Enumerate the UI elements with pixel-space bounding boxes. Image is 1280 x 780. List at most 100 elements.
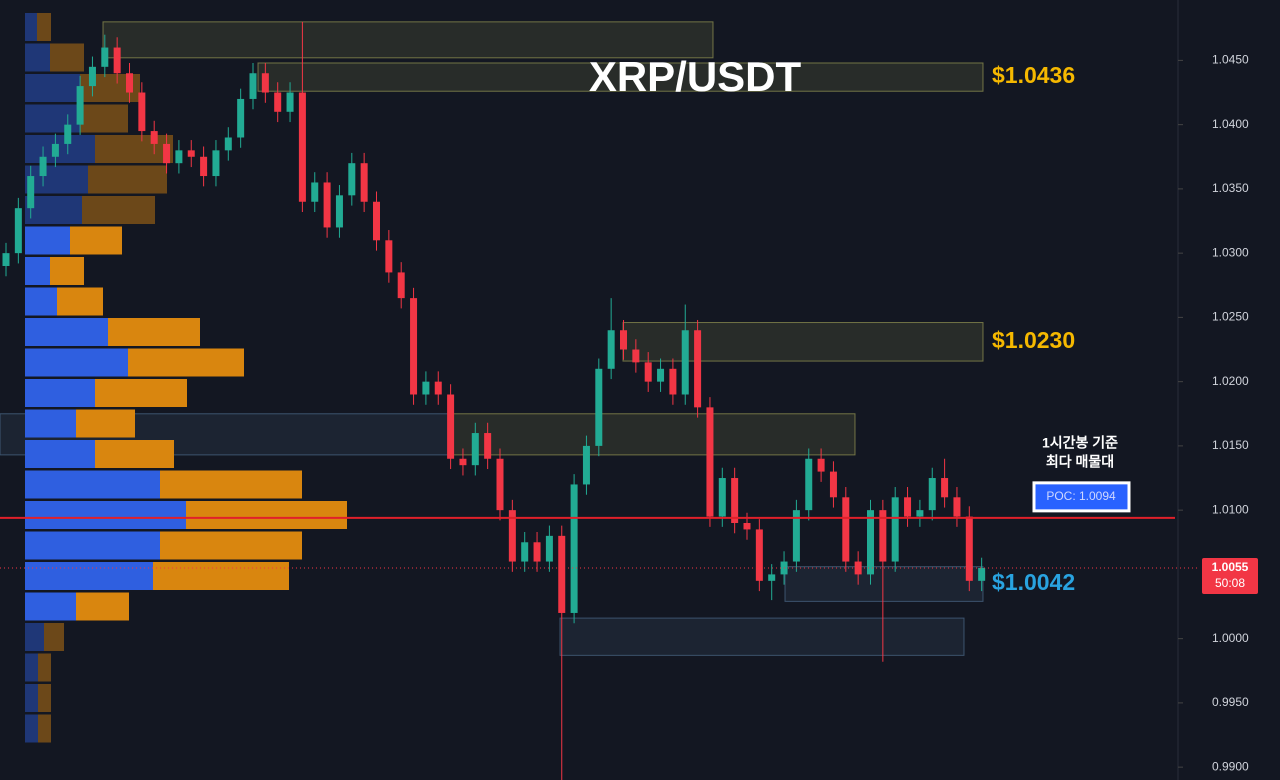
profile-up	[25, 653, 38, 682]
profile-up	[25, 501, 186, 529]
candle-body	[410, 298, 418, 395]
profile-down	[38, 684, 51, 712]
profile-down	[76, 409, 135, 438]
candle-body	[879, 510, 887, 562]
profile-up	[25, 287, 57, 316]
candle-body	[817, 458, 825, 472]
profile-down	[50, 257, 84, 285]
profile-up	[25, 592, 76, 621]
candle-body	[422, 381, 430, 395]
profile-down	[108, 318, 200, 346]
candle-body	[447, 394, 455, 459]
candle-body	[570, 484, 578, 613]
price-label: 1.0055	[1212, 560, 1249, 574]
profile-down	[95, 440, 174, 468]
candle-body	[163, 143, 171, 164]
candle-body	[237, 98, 245, 138]
candle-body	[298, 92, 306, 202]
poc-label: POC: 1.0094	[1046, 489, 1116, 503]
profile-down	[38, 714, 51, 743]
profile-up	[25, 257, 50, 285]
candle-body	[311, 182, 319, 202]
candle-body	[965, 516, 973, 581]
zone-label: $1.0042	[992, 569, 1075, 595]
zone	[257, 62, 984, 92]
profile-down	[50, 43, 84, 72]
profile-down	[38, 653, 51, 682]
y-tick-label: 1.0350	[1212, 181, 1249, 195]
candle-body	[607, 330, 615, 369]
profile-down	[160, 531, 302, 560]
y-tick-label: 1.0300	[1212, 245, 1249, 259]
profile-up	[25, 379, 95, 407]
candle-body	[224, 137, 232, 151]
candle-body	[385, 240, 393, 273]
profile-up	[25, 470, 160, 499]
candle-body	[904, 497, 912, 517]
profile-up	[25, 13, 37, 41]
candle-body	[595, 368, 603, 446]
candle-body	[496, 458, 504, 511]
candle-body	[64, 124, 72, 144]
profile-up	[25, 714, 38, 743]
candle-body	[261, 73, 269, 93]
zone	[448, 413, 856, 456]
y-tick-label: 0.9900	[1212, 759, 1249, 773]
candle-body	[632, 349, 640, 363]
profile-up	[25, 409, 76, 438]
profile-down	[95, 379, 187, 407]
zone	[622, 322, 984, 362]
candle-body	[644, 362, 652, 382]
candle-body	[620, 330, 627, 350]
chart-title: XRP/USDT	[589, 53, 802, 100]
profile-up	[25, 74, 80, 102]
candle-body	[471, 433, 479, 466]
zone-label: $1.0230	[992, 327, 1075, 353]
profile-up	[25, 43, 50, 72]
candle-body	[88, 66, 96, 87]
candle-body	[792, 510, 800, 562]
candle-body	[434, 381, 442, 395]
y-tick-label: 1.0150	[1212, 438, 1249, 452]
candle-body	[484, 433, 492, 459]
candle-body	[941, 478, 949, 498]
candle-body	[953, 497, 961, 517]
candle-body	[39, 156, 47, 177]
profile-down	[160, 470, 302, 499]
poc-box	[1032, 481, 1131, 513]
profile-up	[25, 104, 80, 133]
candle-body	[113, 47, 121, 74]
candle-body	[101, 47, 109, 67]
y-tick-label: 1.0450	[1212, 53, 1249, 67]
candle-body	[854, 561, 862, 575]
profile-down	[82, 196, 155, 224]
candle-body	[582, 445, 590, 485]
candle-body	[249, 73, 257, 99]
zone	[784, 566, 984, 602]
candle-body	[323, 182, 331, 228]
profile-down	[186, 501, 347, 529]
y-tick-label: 1.0000	[1212, 631, 1249, 645]
candle-body	[928, 478, 936, 511]
candle-body	[27, 176, 35, 209]
y-tick-label: 1.0100	[1212, 502, 1249, 516]
profile-up	[25, 318, 108, 346]
y-tick-label: 1.0250	[1212, 310, 1249, 324]
profile-down	[57, 287, 103, 316]
profile-up	[25, 562, 153, 590]
profile-up	[25, 440, 95, 468]
profile-up	[25, 165, 88, 194]
candle-body	[138, 92, 146, 132]
profile-up	[25, 196, 82, 224]
candle-body	[373, 201, 380, 241]
profile-down	[76, 592, 129, 621]
candle-body	[706, 407, 714, 517]
price-box	[1202, 557, 1258, 594]
candle-body	[768, 574, 776, 581]
candle-body	[533, 542, 541, 562]
candle-body	[731, 478, 739, 523]
candle-body	[755, 529, 763, 581]
candle-body	[867, 510, 874, 575]
zone	[559, 617, 965, 656]
